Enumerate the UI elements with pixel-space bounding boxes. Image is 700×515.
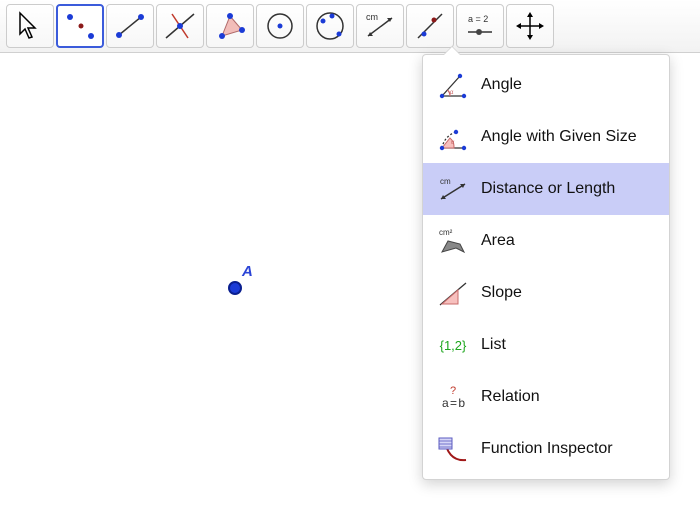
slider-icon: a = 2 [460, 8, 500, 44]
menu-item-function-inspector[interactable]: Function Inspector [423, 423, 669, 475]
menu-item-angle[interactable]: α Angle [423, 59, 669, 111]
point-dot-icon [228, 281, 242, 295]
menu-label: Area [481, 232, 515, 250]
menu-item-relation[interactable]: ? a = b Relation [423, 371, 669, 423]
polygon-tool[interactable] [206, 4, 254, 48]
menu-item-angle-size[interactable]: α Angle with Given Size [423, 111, 669, 163]
reflect-tool[interactable] [406, 4, 454, 48]
menu-label: Angle with Given Size [481, 128, 637, 146]
conic-icon [310, 8, 350, 44]
area-icon: cm² [435, 225, 471, 257]
ellipse-tool[interactable] [306, 4, 354, 48]
svg-text:cm: cm [440, 177, 451, 186]
menu-item-slope[interactable]: Slope [423, 267, 669, 319]
perpendicular-tool[interactable] [156, 4, 204, 48]
angle-icon: α [435, 69, 471, 101]
menu-item-list[interactable]: {1,2} List [423, 319, 669, 371]
svg-text:α: α [451, 140, 455, 146]
list-icon: {1,2} [435, 329, 471, 361]
measure-tool[interactable]: cm [356, 4, 404, 48]
perpendicular-icon [160, 8, 200, 44]
points-icon [60, 8, 100, 44]
function-inspector-icon [435, 433, 471, 465]
menu-label: Function Inspector [481, 440, 613, 458]
menu-label: Slope [481, 284, 522, 302]
menu-item-area[interactable]: cm² Area [423, 215, 669, 267]
menu-item-distance[interactable]: cm Distance or Length [423, 163, 669, 215]
segment-icon [110, 8, 150, 44]
point-a[interactable]: A [228, 281, 242, 295]
measure-dropdown: α Angle α Angle with Given Size c [422, 54, 670, 480]
move-view-icon [510, 8, 550, 44]
svg-text:a = 2: a = 2 [468, 14, 488, 24]
slope-icon [435, 277, 471, 309]
reflect-icon [410, 8, 450, 44]
slider-tool[interactable]: a = 2 [456, 4, 504, 48]
circle-icon [260, 8, 300, 44]
distance-icon: cm [435, 173, 471, 205]
svg-text:cm: cm [366, 12, 378, 22]
menu-label: Distance or Length [481, 180, 615, 198]
move-view-tool[interactable] [506, 4, 554, 48]
toolbar: cm a = 2 [0, 0, 700, 53]
point-label: A [242, 263, 253, 280]
menu-label: List [481, 336, 506, 354]
point-tool[interactable] [56, 4, 104, 48]
menu-label: Angle [481, 76, 522, 94]
cursor-icon [10, 8, 50, 44]
angle-size-icon: α [435, 121, 471, 153]
svg-text:cm²: cm² [439, 228, 453, 237]
circle-tool[interactable] [256, 4, 304, 48]
line-tool[interactable] [106, 4, 154, 48]
relation-icon: ? a = b [435, 381, 471, 413]
polygon-icon [210, 8, 250, 44]
move-tool[interactable] [6, 4, 54, 48]
svg-text:α: α [450, 90, 454, 96]
measure-icon: cm [360, 8, 400, 44]
menu-label: Relation [481, 388, 540, 406]
